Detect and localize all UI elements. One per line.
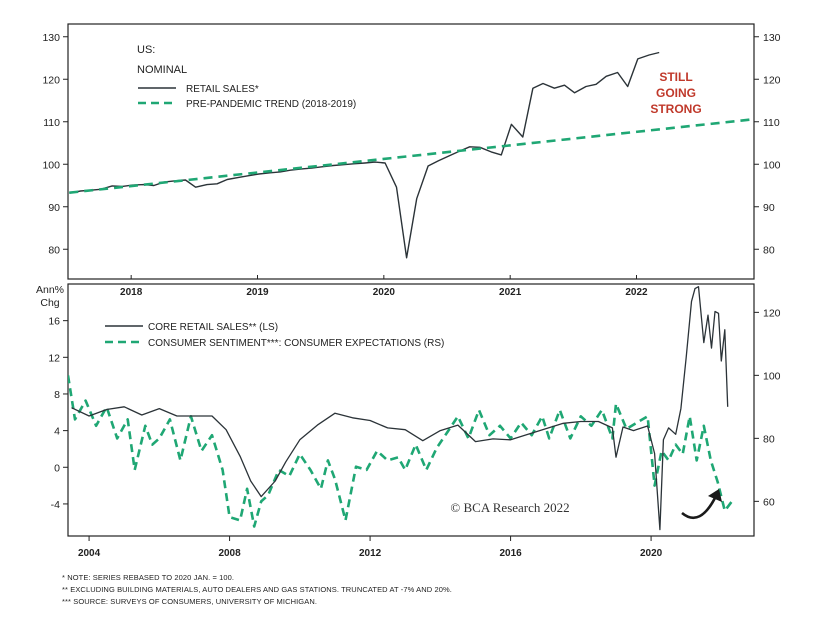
- legend-label-retail-sales: RETAIL SALES*: [186, 84, 259, 95]
- bottom-panel-frame: [67, 283, 755, 537]
- annotation-line-1: STILL: [659, 70, 692, 84]
- footnote-1: * NOTE: SERIES REBASED TO 2020 JAN. = 10…: [62, 573, 235, 582]
- legend-label-trend: PRE-PANDEMIC TREND (2018-2019): [186, 99, 356, 110]
- bottom-panel-legend: CORE RETAIL SALES** (LS) CONSUMER SENTIM…: [105, 322, 444, 349]
- top-left-tick-label: 120: [42, 74, 60, 86]
- top-left-tick-label: 130: [42, 32, 60, 44]
- top-panel-title-line-1: US:: [137, 44, 155, 56]
- bottom-left-tick-label: 0: [54, 462, 60, 474]
- curved-arrow-icon: [681, 489, 722, 519]
- bottom-left-tick-label: 8: [54, 389, 60, 401]
- annotation-line-2: GOING: [656, 86, 696, 100]
- top-right-tick-label: 120: [763, 74, 781, 86]
- top-right-tick-label: 80: [763, 244, 775, 256]
- y-title-line-2: Chg: [40, 297, 59, 309]
- bottom-right-tick-label: 120: [763, 307, 781, 319]
- bottom-right-tick-label: 100: [763, 370, 781, 382]
- footnote-3: *** SOURCE: SURVEYS OF CONSUMERS, UNIVER…: [62, 597, 318, 606]
- top-x-tick-label: 2022: [625, 287, 648, 298]
- bottom-left-tick-label: -4: [51, 499, 60, 511]
- bottom-left-tick-label: 12: [48, 352, 60, 364]
- top-left-tick-label: 100: [42, 159, 60, 171]
- still-going-strong-annotation: STILL GOING STRONG: [650, 70, 701, 116]
- bottom-x-tick-label: 2012: [359, 548, 382, 559]
- top-x-tick-label: 2019: [246, 287, 269, 298]
- top-left-tick-label: 110: [43, 117, 60, 129]
- bottom-panel-y-title: Ann% Chg: [36, 284, 64, 309]
- bottom-x-tick-label: 2004: [78, 548, 101, 559]
- watermark: © BCA Research 2022: [450, 500, 569, 515]
- bottom-right-tick-label: 80: [763, 433, 775, 445]
- pre-pandemic-trend-line: [69, 117, 754, 194]
- top-panel-title: US: NOMINAL: [137, 44, 187, 76]
- bottom-x-tick-label: 2016: [499, 548, 522, 559]
- legend-label-consumer-sentiment: CONSUMER SENTIMENT***: CONSUMER EXPECTAT…: [148, 338, 444, 349]
- footnotes: * NOTE: SERIES REBASED TO 2020 JAN. = 10…: [62, 572, 452, 608]
- y-title-line-1: Ann%: [36, 284, 64, 296]
- top-panel-series: [69, 51, 754, 259]
- bottom-right-tick-label: 60: [763, 496, 775, 508]
- bottom-panel-ticks: 16 12 8 4 0 -4 120 100 80 60 2004 2008 2012 2016 2020: [48, 307, 780, 559]
- top-panel-title-line-2: NOMINAL: [137, 64, 187, 76]
- bottom-panel-series: [68, 286, 733, 531]
- top-right-tick-label: 100: [763, 159, 781, 171]
- top-x-tick-label: 2020: [373, 287, 396, 298]
- bottom-x-tick-label: 2020: [640, 548, 663, 559]
- top-left-tick-label: 90: [48, 202, 60, 214]
- watermark-text: © BCA Research 2022: [450, 500, 569, 515]
- top-panel-frame: [67, 23, 755, 280]
- top-right-tick-label: 90: [763, 202, 775, 214]
- bottom-left-tick-label: 4: [54, 426, 60, 438]
- core-retail-sales-line: [71, 286, 729, 531]
- bottom-left-tick-label: 16: [48, 316, 60, 328]
- consumer-expectations-line: [68, 375, 733, 528]
- top-right-tick-label: 110: [763, 117, 780, 129]
- top-left-tick-label: 80: [48, 244, 60, 256]
- annotation-line-3: STRONG: [650, 102, 701, 116]
- bottom-x-tick-label: 2008: [218, 548, 241, 559]
- top-right-tick-label: 130: [763, 32, 781, 44]
- legend-label-core-retail: CORE RETAIL SALES** (LS): [148, 322, 278, 333]
- top-panel-legend: RETAIL SALES* PRE-PANDEMIC TREND (2018-2…: [138, 84, 356, 110]
- top-x-tick-label: 2021: [499, 287, 522, 298]
- top-x-tick-label: 2018: [120, 287, 143, 298]
- top-panel-ticks: 130 120 110 100 90 80 130 120 110 100 90 80 2018 2019…: [42, 32, 780, 298]
- footnote-2: ** EXCLUDING BUILDING MATERIALS, AUTO DE…: [62, 585, 452, 594]
- retail-sales-line: [69, 51, 660, 259]
